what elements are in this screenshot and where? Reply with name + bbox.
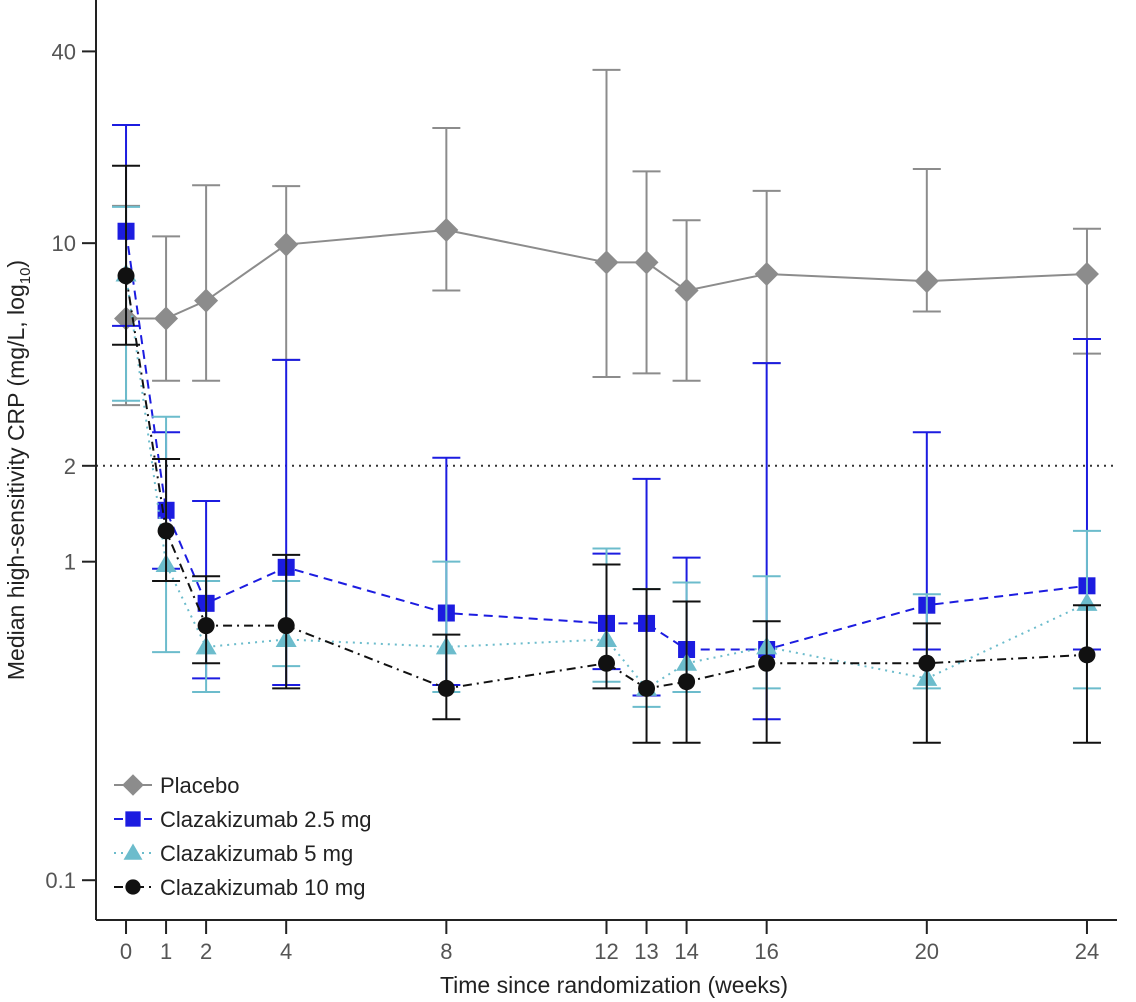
triangle-marker xyxy=(123,843,143,860)
diamond-marker xyxy=(122,774,144,796)
series-layer xyxy=(112,68,1101,744)
diamond-marker xyxy=(634,250,659,275)
circle-marker xyxy=(678,673,696,691)
diamond-marker xyxy=(754,262,779,287)
x-tick-label: 8 xyxy=(440,939,452,964)
diamond-marker xyxy=(594,250,619,275)
y-tick-label: 2 xyxy=(64,454,76,479)
x-tick-label: 24 xyxy=(1075,939,1099,964)
legend-label: Placebo xyxy=(160,773,240,798)
legend-item: Clazakizumab 2.5 mg xyxy=(114,807,372,832)
legend-item: Placebo xyxy=(114,773,240,798)
x-tick-label: 4 xyxy=(280,939,292,964)
x-tick-label: 13 xyxy=(634,939,658,964)
diamond-marker xyxy=(194,288,219,313)
y-axis-label-subscript: 10 xyxy=(17,268,34,285)
diamond-marker xyxy=(434,217,459,242)
circle-marker xyxy=(437,679,455,697)
x-tick-label: 2 xyxy=(200,939,212,964)
y-axis-label-main: Median high-sensitivity CRP (mg/L, log xyxy=(3,284,29,680)
circle-marker xyxy=(197,617,215,635)
legend: Placebo Clazakizumab 2.5 mg Clazakizumab 5… xyxy=(114,773,372,900)
legend-label: Clazakizumab 5 mg xyxy=(160,841,353,866)
x-tick-label: 16 xyxy=(754,939,778,964)
circle-marker xyxy=(157,522,175,540)
diamond-marker xyxy=(1074,262,1099,287)
square-marker xyxy=(125,811,141,827)
diamond-marker xyxy=(674,278,699,303)
y-tick-label: 10 xyxy=(52,231,76,256)
circle-marker xyxy=(598,654,615,672)
legend-item: Clazakizumab 10 mg xyxy=(114,875,365,900)
x-tick-label: 14 xyxy=(674,939,698,964)
y-tick-label: 1 xyxy=(64,550,76,575)
x-tick-label: 20 xyxy=(915,939,939,964)
diamond-marker xyxy=(914,269,939,294)
x-tick-label: 1 xyxy=(160,939,172,964)
circle-marker xyxy=(125,879,141,895)
legend-item: Clazakizumab 5 mg xyxy=(114,841,353,866)
diamond-marker xyxy=(274,232,299,257)
series-placebo xyxy=(112,68,1101,407)
legend-label: Clazakizumab 10 mg xyxy=(160,875,365,900)
circle-marker xyxy=(277,617,295,635)
circle-marker xyxy=(758,654,776,672)
circle-marker xyxy=(638,679,656,697)
diamond-marker xyxy=(154,306,179,331)
x-tick-label: 12 xyxy=(594,939,618,964)
circle-marker xyxy=(1078,646,1096,664)
y-tick-label: 40 xyxy=(52,39,76,64)
x-tick-label: 0 xyxy=(120,939,132,964)
y-axis-label: Median high-sensitivity CRP (mg/L, log10… xyxy=(3,260,34,680)
triangle-marker xyxy=(1076,592,1098,611)
y-axis-label-end: ) xyxy=(3,260,29,268)
circle-marker xyxy=(117,267,135,285)
y-tick-label: 0.1 xyxy=(45,868,76,893)
series-clazakizumab-10-mg xyxy=(112,164,1101,744)
legend-label: Clazakizumab 2.5 mg xyxy=(160,807,372,832)
x-axis-label: Time since randomization (weeks) xyxy=(440,972,788,998)
circle-marker xyxy=(918,654,936,672)
